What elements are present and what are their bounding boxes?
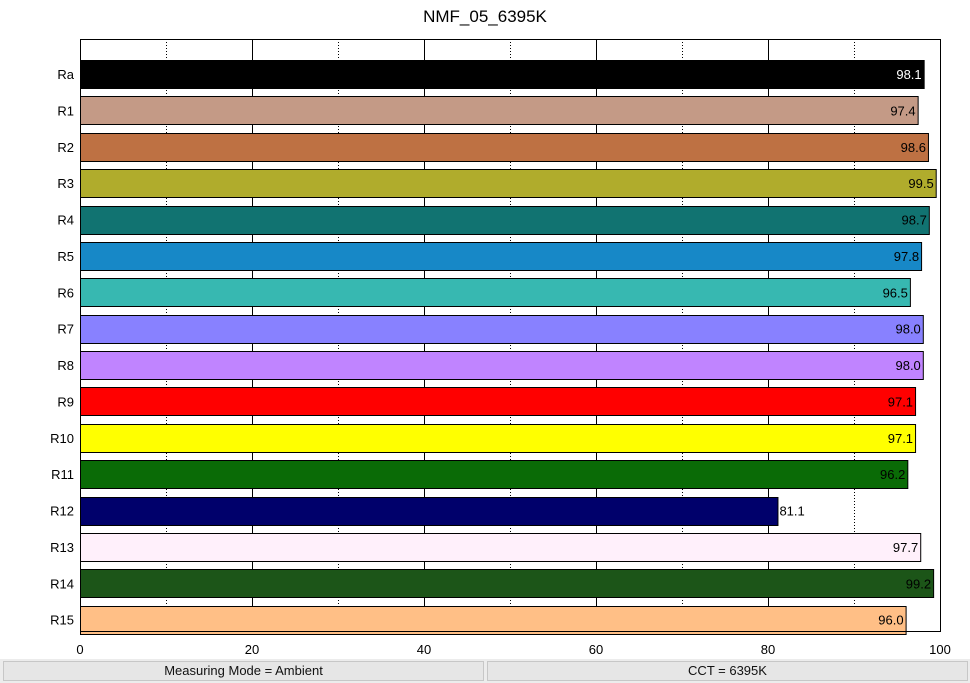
value-label-r11: 96.2 (880, 467, 905, 482)
category-label-ra: Ra (57, 67, 74, 82)
category-label-r3: R3 (57, 176, 74, 191)
bar-r12 (80, 497, 779, 526)
category-label-r2: R2 (57, 140, 74, 155)
bar-layer (80, 60, 937, 635)
category-label-r9: R9 (57, 394, 74, 409)
value-label-r10: 97.1 (888, 431, 913, 446)
x-tick-label: 60 (589, 642, 603, 657)
category-label-r7: R7 (57, 322, 74, 337)
category-label-r10: R10 (50, 431, 74, 446)
value-label-r13: 97.7 (893, 540, 918, 555)
category-label-r12: R12 (50, 504, 74, 519)
value-label-r5: 97.8 (894, 249, 919, 264)
x-tick-label: 80 (761, 642, 775, 657)
bar-r15 (80, 606, 907, 635)
category-label-r14: R14 (50, 576, 74, 591)
value-label-r6: 96.5 (883, 285, 908, 300)
value-label-r9: 97.1 (888, 394, 913, 409)
bar-chart: Ra 98.1 R1 97.4 R2 98.6 R3 99.5 R4 98.7 R5 97.8 R6 96… (50, 39, 951, 657)
value-label-r8: 98.0 (895, 358, 920, 373)
bar-r1 (80, 96, 919, 125)
label-layer: Ra 98.1 R1 97.4 R2 98.6 R3 99.5 R4 98.7 R5 97.8 R6 96… (50, 67, 951, 657)
bar-r4 (80, 206, 930, 235)
bar-r7 (80, 315, 924, 344)
bar-r6 (80, 278, 911, 307)
value-label-r15: 96.0 (878, 613, 903, 628)
status-bar: Measuring Mode = Ambient CCT = 6395K (0, 659, 970, 683)
bar-r3 (80, 169, 937, 198)
x-tick-label: 40 (417, 642, 431, 657)
value-label-r1: 97.4 (890, 103, 915, 118)
category-label-r1: R1 (57, 103, 74, 118)
category-label-r8: R8 (57, 358, 74, 373)
plot-frame (80, 39, 941, 632)
bar-ra (80, 60, 925, 89)
value-label-r3: 99.5 (908, 176, 933, 191)
value-label-r12: 81.1 (779, 504, 804, 519)
bar-r11 (80, 460, 909, 489)
cct-status: CCT = 6395K (487, 661, 968, 681)
measuring-mode-status: Measuring Mode = Ambient (3, 661, 484, 681)
x-tick-label: 100 (929, 642, 951, 657)
value-label-r4: 98.7 (902, 213, 927, 228)
bar-r9 (80, 387, 917, 416)
x-tick-label: 0 (76, 642, 83, 657)
chart-title: NMF_05_6395K (423, 7, 547, 26)
bar-r2 (80, 133, 929, 162)
bar-r10 (80, 424, 917, 453)
category-label-r5: R5 (57, 249, 74, 264)
x-tick-label: 20 (245, 642, 259, 657)
bar-r5 (80, 242, 923, 271)
value-label-ra: 98.1 (896, 67, 921, 82)
bar-r8 (80, 351, 924, 380)
value-label-r14: 99.2 (906, 576, 931, 591)
category-label-r13: R13 (50, 540, 74, 555)
category-label-r11: R11 (51, 467, 74, 482)
category-label-r15: R15 (50, 613, 74, 628)
bar-r14 (80, 569, 935, 598)
category-label-r4: R4 (57, 213, 74, 228)
value-label-r7: 98.0 (895, 322, 920, 337)
value-label-r2: 98.6 (901, 140, 926, 155)
bar-r13 (80, 533, 922, 562)
category-label-r6: R6 (57, 285, 74, 300)
